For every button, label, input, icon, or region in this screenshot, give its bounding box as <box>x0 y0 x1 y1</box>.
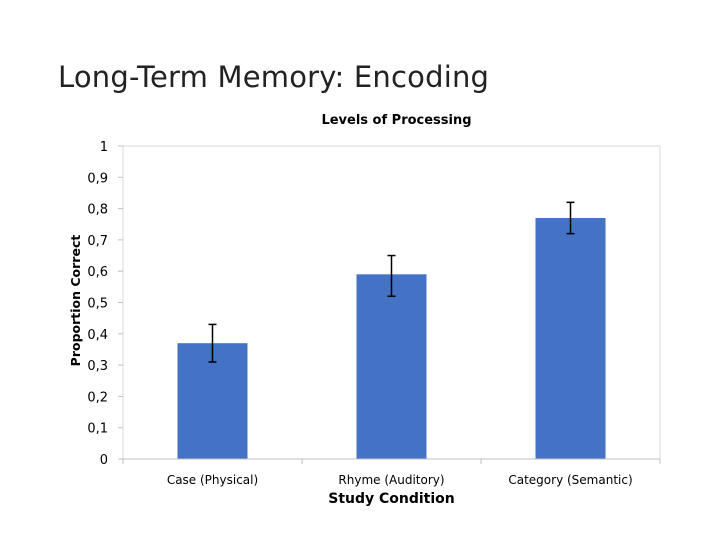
category-label: Category (Semantic) <box>508 473 632 487</box>
y-axis-label: Proportion Correct <box>68 235 83 367</box>
category-labels: Case (Physical) Rhyme (Auditory) Category … <box>167 473 633 487</box>
y-axis-ticks: 0 0,1 0,2 0,3 0,4 0,5 0,6 0,7 0,8 0,9 1 <box>87 140 123 468</box>
x-axis-label: Study Condition <box>328 491 455 507</box>
x-axis-tick-marks <box>122 459 661 464</box>
bars <box>177 217 606 459</box>
y-tick-label: 1 <box>100 140 108 155</box>
y-tick-label: 0,4 <box>87 328 108 343</box>
chart-title: Levels of Processing <box>321 113 471 128</box>
y-tick-label: 0,9 <box>87 171 108 186</box>
error-bars <box>208 201 575 363</box>
y-tick-label: 0,3 <box>87 359 108 374</box>
y-tick-label: 0 <box>100 453 108 468</box>
bar <box>356 274 427 459</box>
slide-title: Long-Term Memory: Encoding <box>58 60 490 94</box>
y-tick-label: 0,8 <box>87 203 108 218</box>
y-tick-label: 0,2 <box>87 390 108 405</box>
y-tick-label: 0,6 <box>87 265 108 280</box>
category-label: Case (Physical) <box>167 473 258 487</box>
category-label: Rhyme (Auditory) <box>338 473 444 487</box>
y-tick-label: 0,5 <box>87 297 108 312</box>
bar <box>535 217 606 459</box>
y-tick-label: 0,7 <box>87 234 108 249</box>
y-tick-label: 0,1 <box>87 422 108 437</box>
